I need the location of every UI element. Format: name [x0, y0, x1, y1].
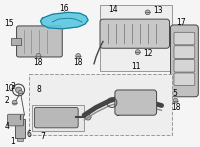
FancyBboxPatch shape	[174, 46, 195, 59]
Text: 9: 9	[115, 109, 120, 118]
Text: 15: 15	[4, 20, 13, 29]
Text: 5: 5	[172, 89, 177, 98]
Circle shape	[12, 100, 17, 105]
Bar	[29, 74, 172, 135]
FancyBboxPatch shape	[174, 32, 195, 45]
FancyBboxPatch shape	[8, 114, 24, 126]
Text: 2: 2	[4, 96, 9, 105]
Bar	[11, 38, 21, 45]
Text: 3: 3	[10, 82, 15, 91]
Circle shape	[173, 98, 178, 103]
Bar	[17, 138, 23, 141]
Bar	[15, 119, 25, 138]
Text: 6: 6	[26, 130, 31, 139]
FancyBboxPatch shape	[174, 59, 195, 72]
Text: 11: 11	[131, 62, 141, 71]
Circle shape	[145, 10, 150, 15]
Text: 4: 4	[4, 122, 9, 131]
Polygon shape	[40, 12, 88, 29]
Circle shape	[16, 87, 22, 93]
Text: 16: 16	[59, 4, 69, 13]
FancyBboxPatch shape	[174, 73, 195, 86]
Circle shape	[18, 90, 23, 95]
Text: 8: 8	[36, 85, 41, 95]
FancyBboxPatch shape	[100, 19, 170, 48]
Text: 7: 7	[40, 132, 45, 141]
Bar	[100, 5, 172, 71]
Circle shape	[76, 54, 81, 59]
Bar	[32, 106, 84, 131]
Text: 10: 10	[4, 83, 13, 92]
Circle shape	[36, 54, 41, 59]
FancyBboxPatch shape	[34, 107, 78, 128]
Circle shape	[135, 50, 140, 55]
Text: 18: 18	[171, 103, 180, 112]
Text: 18: 18	[34, 58, 43, 67]
Circle shape	[110, 12, 120, 22]
FancyBboxPatch shape	[17, 26, 62, 57]
Text: 1: 1	[10, 137, 15, 146]
FancyBboxPatch shape	[115, 90, 157, 115]
Text: 14: 14	[108, 5, 118, 14]
FancyBboxPatch shape	[171, 25, 198, 97]
Circle shape	[85, 114, 91, 120]
Text: 13: 13	[153, 6, 162, 15]
Text: 18: 18	[73, 58, 83, 67]
Text: 12: 12	[143, 49, 152, 58]
Text: 17: 17	[177, 17, 186, 27]
